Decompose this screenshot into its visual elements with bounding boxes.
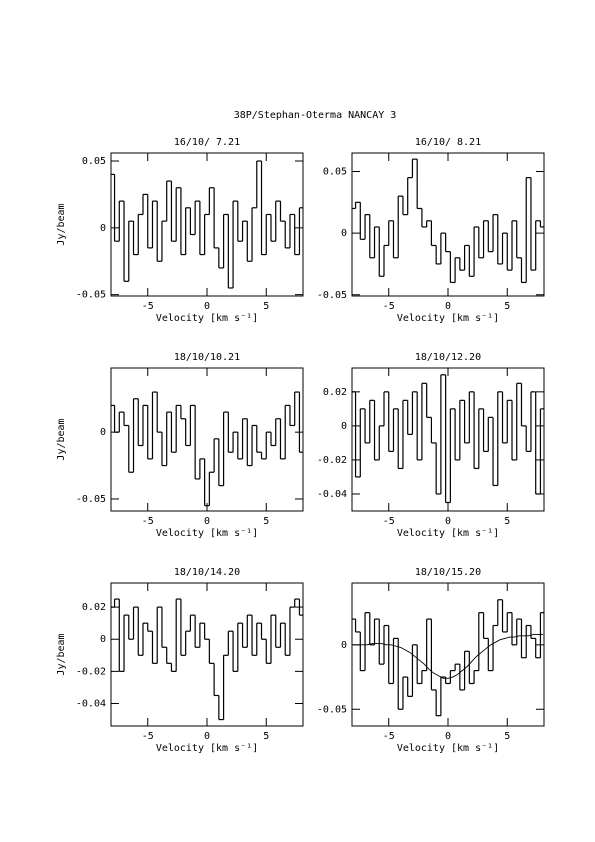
x-tick-label: 0 [204,301,210,312]
plot-frame [110,152,304,297]
x-tick-label: 5 [504,301,510,312]
x-tick-label: -5 [142,516,154,527]
y-tick-label: -0.05 [317,290,347,301]
plot-frame [351,582,545,727]
panel: 18/10/14.20 Velocity [km s⁻¹] Jy/beam -5 0 5 -… [56,567,304,754]
series [353,634,543,679]
step-riser [113,599,301,720]
y-tick-label: -0.04 [76,699,106,710]
series [111,598,303,721]
x-tick-label: -5 [383,301,395,312]
y-tick-label: 0 [100,427,106,438]
x-tick-label: 5 [263,301,269,312]
step-riser [354,599,542,716]
series [352,599,544,717]
y-tick-label: -0.04 [317,489,347,500]
y-tick-label: 0.05 [323,166,347,177]
x-axis-label: Velocity [km s⁻¹] [397,743,499,754]
panel-title: 18/10/12.20 [415,352,481,363]
y-axis-label: Jy/beam [56,203,67,245]
y-tick-label: -0.05 [317,704,347,715]
x-axis-label: Velocity [km s⁻¹] [397,528,499,539]
x-tick-label: 5 [263,516,269,527]
x-tick-label: 0 [445,731,451,742]
step-riser [113,392,301,506]
series [352,374,544,504]
x-tick-label: 0 [204,731,210,742]
figure-title: 38P/Stephan-Oterma NANCAY 3 [234,110,397,121]
series [111,391,303,507]
panel: 18/10/15.20 Velocity [km s⁻¹]-5 0 5 -0.05 0 [317,567,545,754]
panel-title: 18/10/14.20 [174,567,240,578]
y-tick-label: 0 [341,640,347,651]
y-tick-label: 0.02 [323,387,347,398]
x-axis-label: Velocity [km s⁻¹] [156,313,258,324]
x-tick-label: 5 [504,731,510,742]
x-axis-label: Velocity [km s⁻¹] [156,743,258,754]
x-tick-label: -5 [383,731,395,742]
series [352,158,544,284]
y-tick-label: -0.05 [76,290,106,301]
step-riser [354,159,542,283]
y-tick-label: 0.02 [82,602,106,613]
y-tick-label: -0.02 [317,455,347,466]
y-tick-label: 0 [100,634,106,645]
plot-frame [351,152,545,297]
y-tick-label: 0.05 [82,156,106,167]
y-tick-label: -0.05 [76,494,106,505]
panel-title: 18/10/15.20 [415,567,481,578]
x-tick-label: 5 [263,731,269,742]
step-riser [113,161,301,288]
y-axis-label: Jy/beam [56,418,67,460]
plot-frame [110,367,304,512]
panel: 18/10/10.21 Velocity [km s⁻¹] Jy/beam -5 0 5 -… [56,352,304,539]
x-axis-label: Velocity [km s⁻¹] [156,528,258,539]
fit-curve [353,634,543,679]
y-tick-label: 0 [100,223,106,234]
plot-frame [110,582,304,727]
y-tick-label: 0 [341,228,347,239]
panel-title: 16/10/ 7.21 [174,137,240,148]
x-tick-label: 0 [204,516,210,527]
panel: 16/10/ 7.21 Velocity [km s⁻¹] Jy/beam -5 0 5 -… [56,137,304,324]
y-tick-label: -0.02 [76,666,106,677]
y-axis-label: Jy/beam [56,633,67,675]
x-tick-label: -5 [142,731,154,742]
plot-frame [351,367,545,512]
x-tick-label: 5 [504,516,510,527]
x-tick-label: -5 [383,516,395,527]
series [111,160,303,289]
y-tick-label: 0 [341,421,347,432]
panel-title: 16/10/ 8.21 [415,137,481,148]
x-tick-label: 0 [445,516,451,527]
panel-title: 18/10/10.21 [174,352,240,363]
panel: 16/10/ 8.21 Velocity [km s⁻¹]-5 0 5 -0.05 0 0.… [317,137,545,324]
step-riser [354,374,542,503]
panel: 18/10/12.20 Velocity [km s⁻¹]-5 0 5 -0.04 -0.… [317,352,545,539]
x-tick-label: -5 [142,301,154,312]
x-axis-label: Velocity [km s⁻¹] [397,313,499,324]
x-tick-label: 0 [445,301,451,312]
